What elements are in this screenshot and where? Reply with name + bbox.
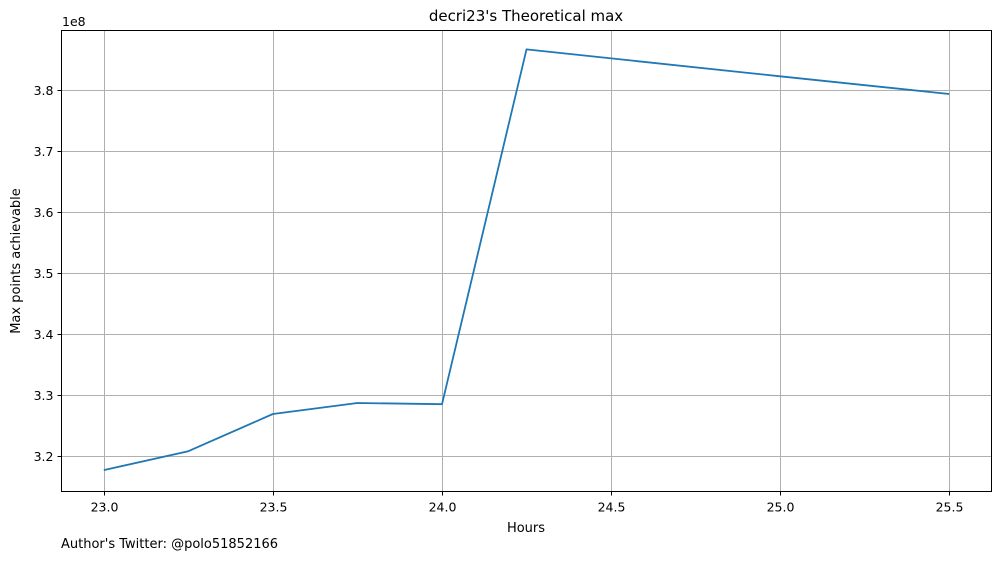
- x-tick-label: 23.5: [260, 500, 288, 515]
- y-tick-label: 3.7: [34, 144, 54, 159]
- x-tick-label: 23.0: [91, 500, 119, 515]
- y-axis-label: Max points achievable: [9, 188, 24, 334]
- x-tick-label: 24.0: [429, 500, 457, 515]
- x-ticks: 23.0 23.5 24.0 24.5 25.0 25.5: [91, 491, 964, 515]
- y-tick-label: 3.8: [34, 83, 54, 98]
- y-scale-label: 1e8: [62, 14, 86, 29]
- y-tick-label: 3.3: [34, 388, 54, 403]
- y-tick-label: 3.2: [34, 449, 54, 464]
- x-tick-label: 25.5: [936, 500, 964, 515]
- y-tick-label: 3.5: [34, 266, 54, 281]
- y-tick-label: 3.4: [34, 327, 54, 342]
- series-layer: [103, 48, 950, 471]
- x-tick-label: 25.0: [767, 500, 795, 515]
- x-tick-label: 24.5: [598, 500, 626, 515]
- y-tick-label: 3.6: [34, 205, 54, 220]
- grid: [61, 30, 992, 492]
- series-line: [103, 48, 950, 471]
- author-footnote: Author's Twitter: @polo51852166: [61, 537, 279, 552]
- x-axis-label: Hours: [507, 521, 545, 536]
- chart-title: decri23's Theoretical max: [429, 7, 623, 25]
- plot-frame: [61, 30, 992, 492]
- y-ticks: 3.2 3.3 3.4 3.5 3.6 3.7 3.8: [34, 83, 62, 464]
